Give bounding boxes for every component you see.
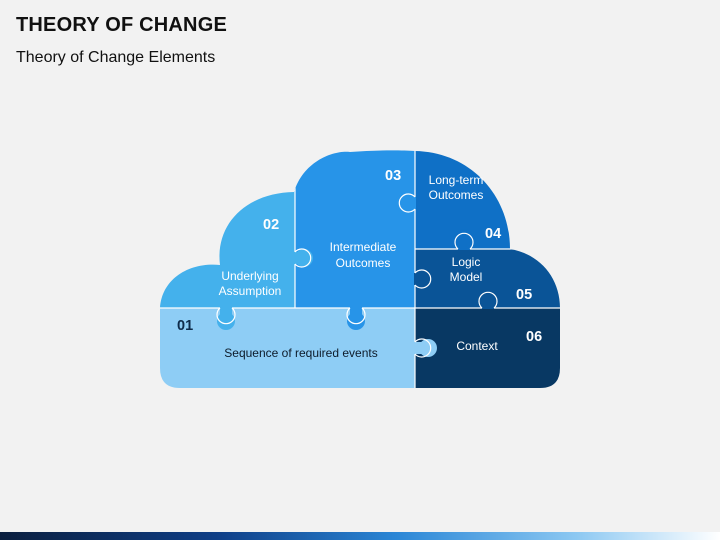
piece-label-01: Sequence of required events (224, 346, 377, 360)
piece-label-05-line2: Model (450, 270, 483, 284)
knob-01-into-06-neck (414, 342, 423, 354)
knob-02-into-03-neck (294, 252, 302, 264)
piece-number-01: 01 (177, 318, 193, 334)
footer-gradient-bar (0, 532, 720, 540)
piece-label-06: Context (456, 339, 498, 353)
piece-06-context[interactable] (415, 308, 570, 400)
piece-number-02: 02 (263, 217, 279, 233)
page-title: THEORY OF CHANGE (16, 14, 227, 36)
cloud-shape (150, 140, 570, 400)
piece-label-04-line1: Long-term (429, 173, 484, 187)
knob-03-into-01 (347, 312, 365, 330)
piece-label-02-line2: Assumption (219, 284, 282, 298)
knob-05-into-06-neck (482, 302, 494, 309)
knob-05-into-03-neck (414, 273, 422, 285)
knob-04-into-05-neck (458, 244, 470, 250)
knob-02-into-01-neck (220, 307, 232, 315)
knob-04-into-05 (455, 229, 473, 247)
piece-number-04: 04 (485, 226, 501, 242)
piece-label-02-line1: Underlying (221, 269, 278, 283)
piece-label-03-line1: Intermediate (330, 240, 397, 254)
page-subtitle: Theory of Change Elements (16, 49, 216, 66)
piece-number-06: 06 (526, 329, 542, 345)
piece-dividers (160, 150, 560, 388)
piece-label-03-line2: Outcomes (336, 256, 391, 270)
knob-03-into-01-neck (350, 307, 362, 315)
knob-01-into-06 (419, 339, 437, 357)
knob-02-into-01 (217, 312, 235, 330)
piece-number-05: 05 (516, 287, 532, 303)
piece-label-05-line1: Logic (452, 255, 481, 269)
knob-03-into-04-neck (407, 197, 416, 209)
piece-01-sequence-of-required-events[interactable] (150, 308, 415, 400)
piece-03-intermediate-outcomes[interactable] (295, 140, 415, 308)
piece-05-logic-model[interactable] (415, 249, 570, 308)
knob-05-into-06 (479, 287, 497, 305)
piece-number-03: 03 (385, 168, 401, 184)
piece-label-04-line2: Outcomes (429, 188, 484, 202)
